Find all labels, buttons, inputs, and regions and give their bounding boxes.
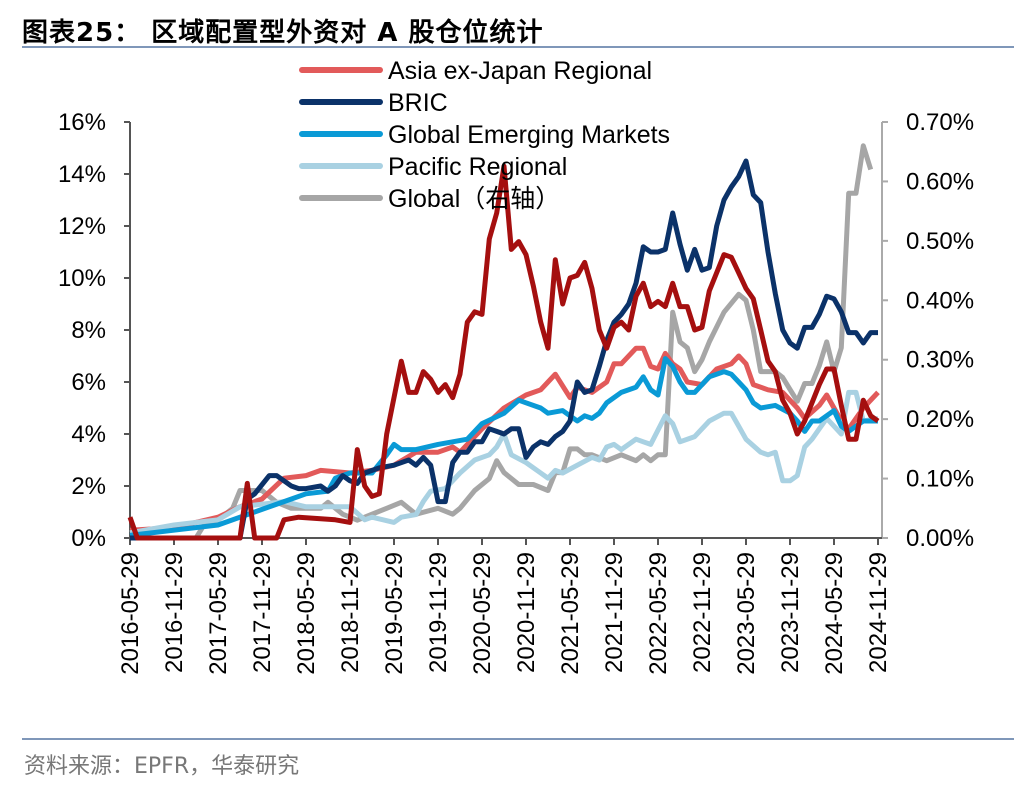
left-tick-label: 0% xyxy=(71,525,106,552)
x-tick-label: 2022-11-29 xyxy=(689,552,716,673)
bottom-divider xyxy=(22,738,1014,740)
left-tick-label: 12% xyxy=(58,213,106,240)
left-tick-label: 16% xyxy=(58,109,106,136)
x-tick-label: 2017-05-29 xyxy=(205,552,232,675)
right-tick-label: 0.40% xyxy=(906,287,974,314)
left-tick-label: 4% xyxy=(71,421,106,448)
top-divider xyxy=(22,46,1014,48)
series-line-global xyxy=(130,143,874,541)
x-tick-label: 2021-11-29 xyxy=(601,552,628,673)
right-tick-label: 0.70% xyxy=(906,109,974,136)
x-tick-label: 2024-05-29 xyxy=(821,552,848,675)
legend-label: Pacific Regional xyxy=(388,153,567,181)
x-tick-label: 2024-11-29 xyxy=(865,552,892,673)
x-tick-label: 2023-11-29 xyxy=(777,552,804,673)
left-tick-label: 10% xyxy=(58,265,106,292)
legend-label: Global（右轴） xyxy=(388,185,560,213)
x-tick-label: 2019-11-29 xyxy=(425,552,452,673)
left-tick-label: 6% xyxy=(71,369,106,396)
right-tick-label: 0.60% xyxy=(906,168,974,195)
x-tick-label: 2018-05-29 xyxy=(293,552,320,675)
right-tick-label: 0.50% xyxy=(906,228,974,255)
x-tick-label: 2022-05-29 xyxy=(645,552,672,675)
x-tick-label: 2020-11-29 xyxy=(513,552,540,673)
legend-label: Global Emerging Markets xyxy=(388,121,670,149)
right-tick-label: 0.00% xyxy=(906,525,974,552)
figure-title: 图表25： 区域配置型外资对 A 股仓位统计 xyxy=(22,18,544,48)
source-note: 资料来源：EPFR，华泰研究 xyxy=(24,754,300,779)
x-tick-label: 2016-05-29 xyxy=(117,552,144,675)
series-line-unlabeled xyxy=(127,163,880,541)
x-tick-label: 2020-05-29 xyxy=(469,552,496,675)
x-tick-label: 2021-05-29 xyxy=(557,552,584,675)
legend-label: Asia ex-Japan Regional xyxy=(388,57,652,85)
left-tick-label: 2% xyxy=(71,473,106,500)
left-tick-label: 8% xyxy=(71,317,106,344)
right-tick-label: 0.30% xyxy=(906,347,974,374)
x-tick-label: 2019-05-29 xyxy=(381,552,408,675)
series-line-pacific-regional xyxy=(129,389,879,536)
right-tick-label: 0.10% xyxy=(906,466,974,493)
x-tick-label: 2016-11-29 xyxy=(161,552,188,673)
x-tick-label: 2018-11-29 xyxy=(337,552,364,673)
right-tick-label: 0.20% xyxy=(906,406,974,433)
legend-label: BRIC xyxy=(388,89,448,117)
left-tick-label: 14% xyxy=(58,161,106,188)
x-tick-label: 2023-05-29 xyxy=(733,552,760,675)
x-tick-label: 2017-11-29 xyxy=(249,552,276,673)
